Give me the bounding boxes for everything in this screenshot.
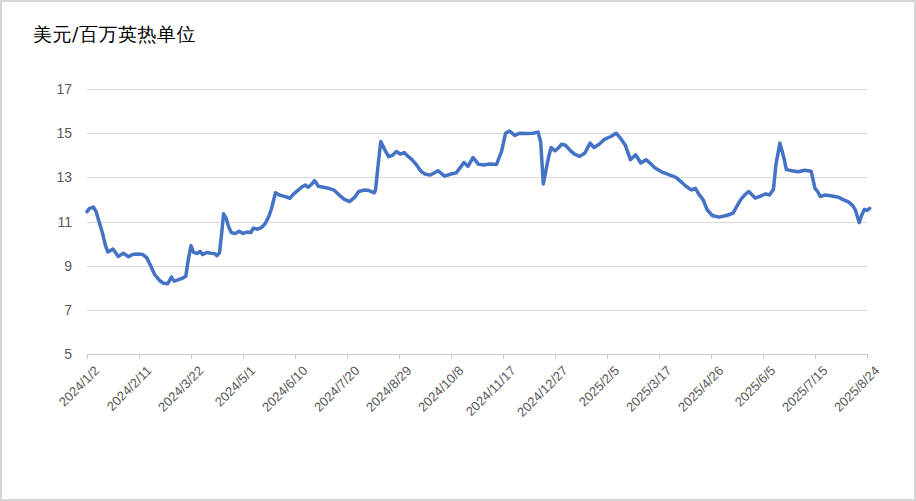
price-series-line bbox=[87, 131, 870, 284]
line-chart-canvas bbox=[0, 0, 916, 501]
plot-area: 579111315172024/1/22024/2/112024/3/22202… bbox=[0, 0, 916, 501]
chart-window: 美元/百万英热单位 579111315172024/1/22024/2/1120… bbox=[0, 0, 916, 501]
